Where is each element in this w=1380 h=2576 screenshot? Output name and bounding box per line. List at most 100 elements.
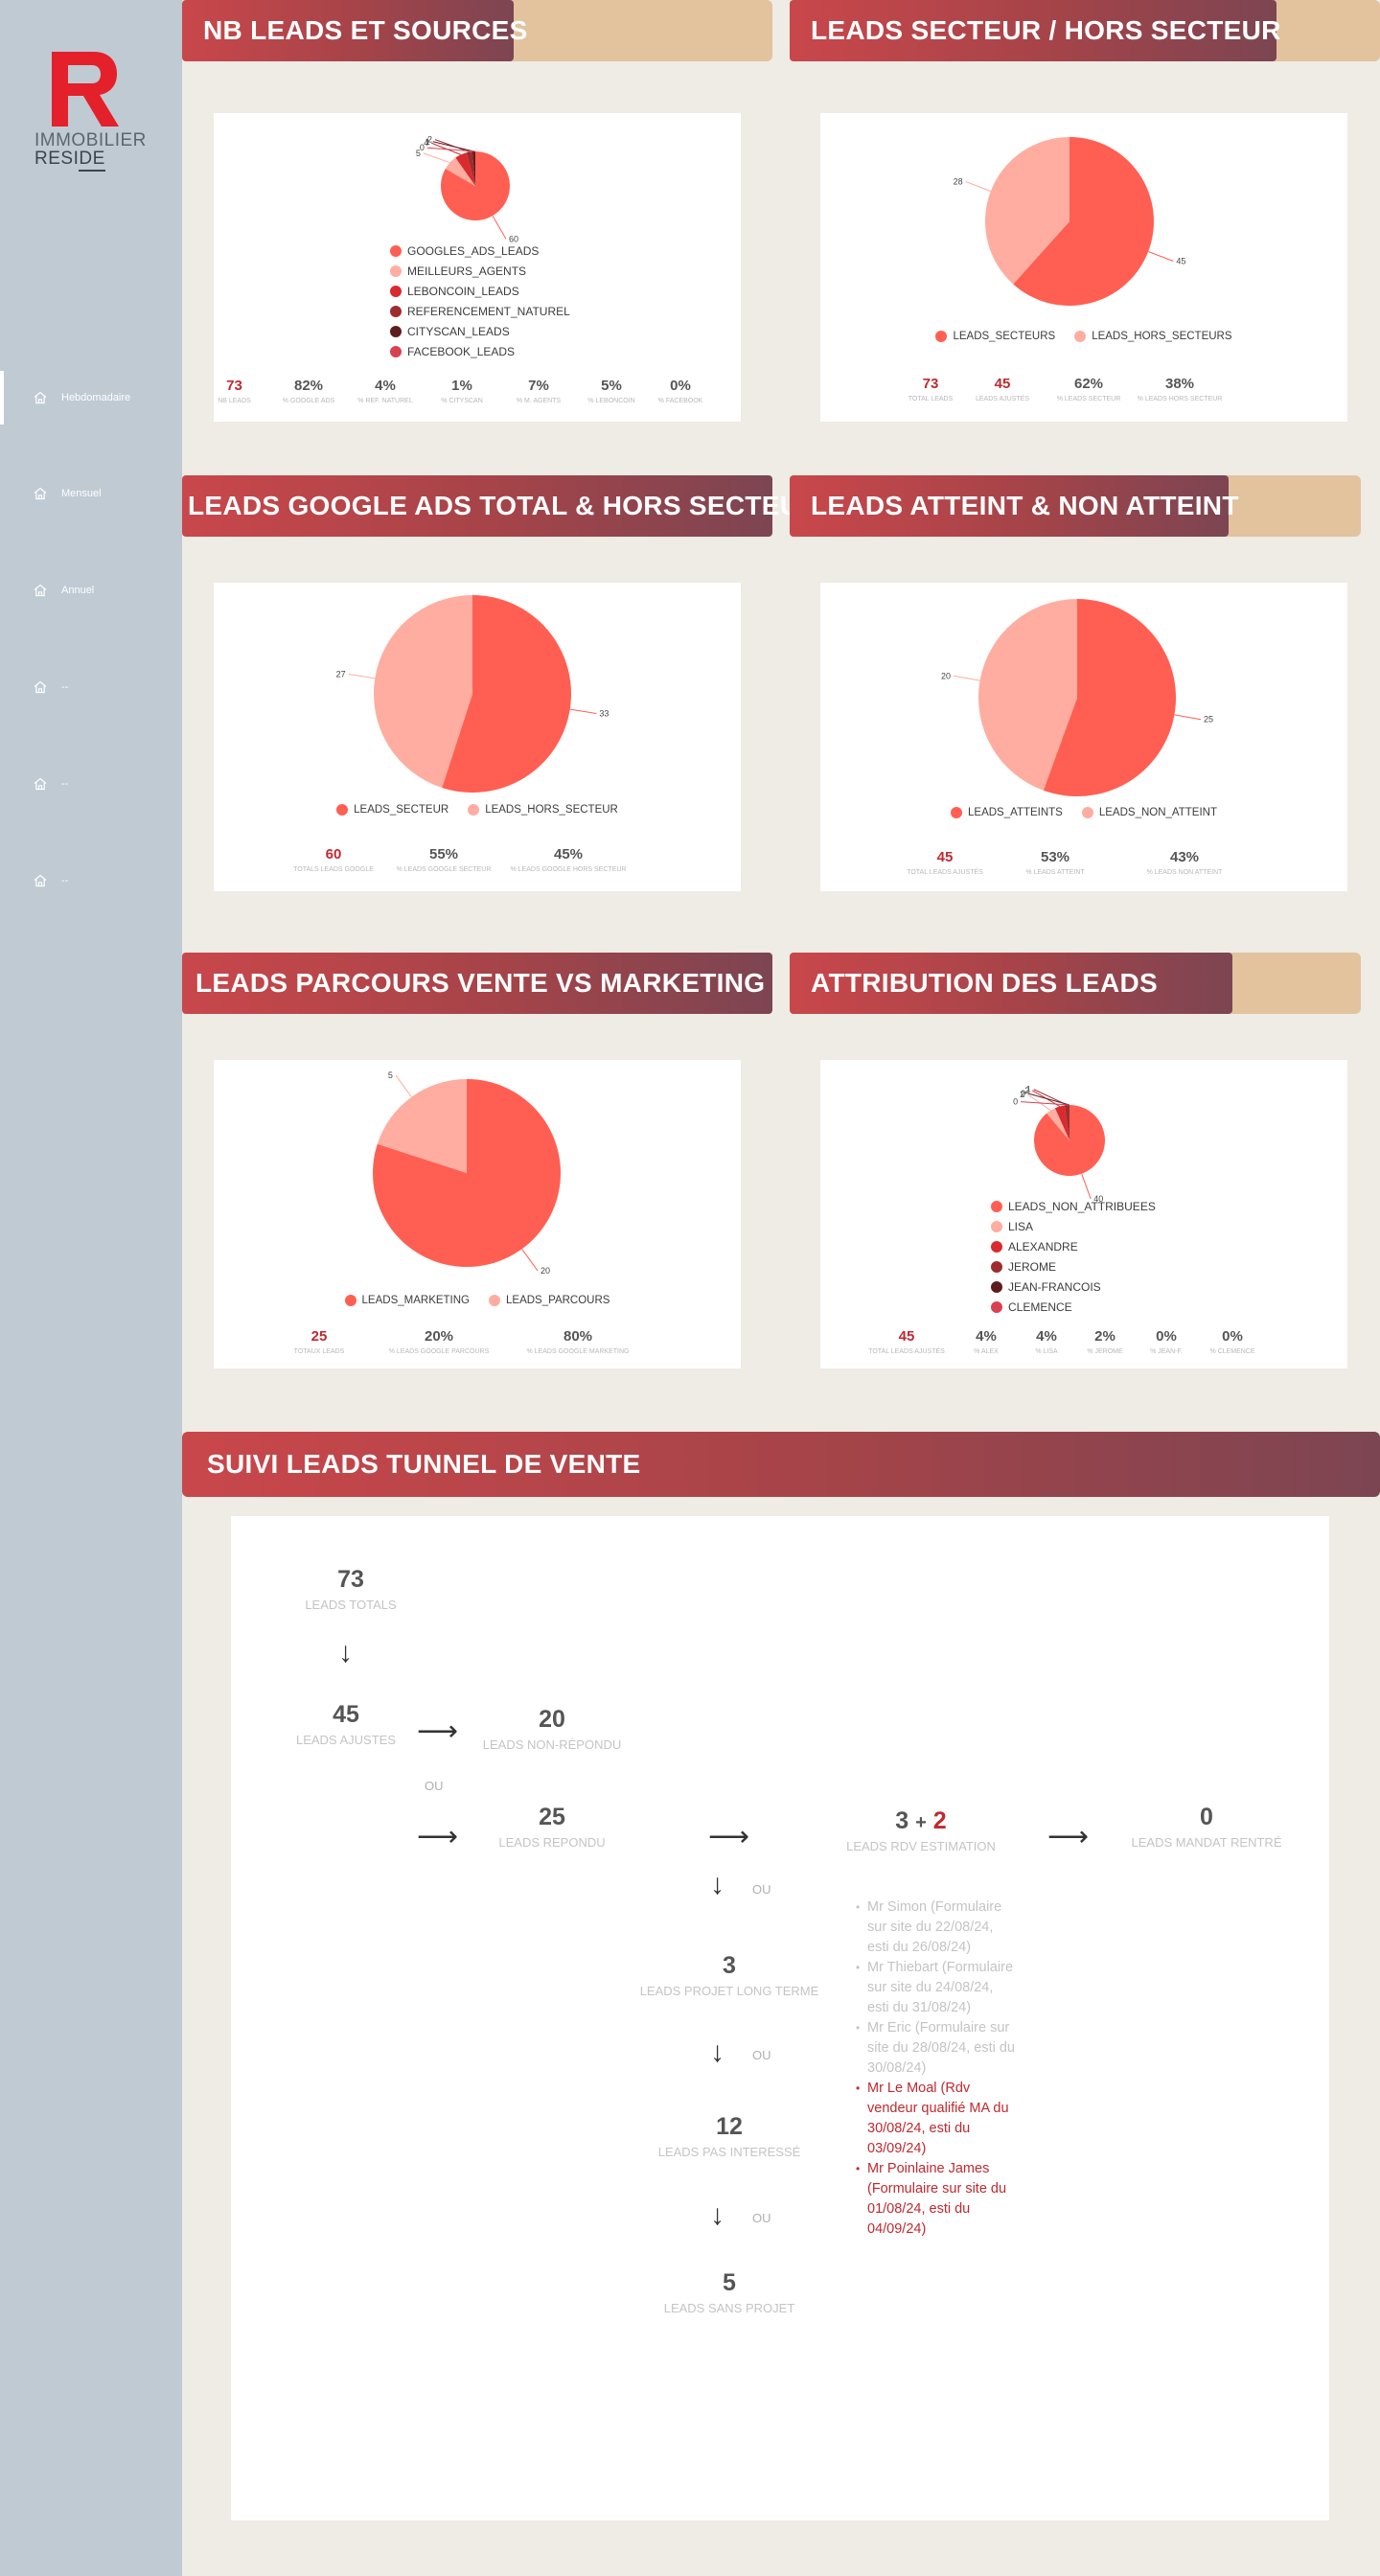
legend-label: LEADS_HORS_SECTEUR bbox=[485, 803, 618, 816]
legend-item[interactable]: LEADS_PARCOURS bbox=[489, 1290, 610, 1310]
legend-label: FACEBOOK_LEADS bbox=[407, 344, 516, 358]
legend-label: LISA bbox=[1008, 1219, 1034, 1233]
sidebar-item-5[interactable]: -- bbox=[0, 757, 182, 811]
data-label: 20 bbox=[941, 671, 951, 680]
sidebar-item-6[interactable]: -- bbox=[0, 854, 182, 908]
leader-line bbox=[423, 152, 450, 164]
panel-parcours: LEADS PARCOURS VENTE VS MARKETING 20 5 LE… bbox=[182, 953, 772, 1413]
sidebar-item-hebdomadaire[interactable]: Hebdomadaire bbox=[0, 371, 182, 425]
pie-slice[interactable] bbox=[978, 599, 1077, 791]
legend-item[interactable]: LEBONCOIN_LEADS bbox=[390, 281, 570, 301]
home-icon bbox=[34, 680, 47, 694]
pie-slice[interactable] bbox=[985, 137, 1070, 285]
legend-item[interactable]: LEADS_SECTEUR bbox=[336, 799, 448, 819]
pie-slice[interactable] bbox=[466, 151, 475, 186]
panel-header: SUIVI LEADS TUNNEL DE VENTE bbox=[182, 1432, 1380, 1497]
panel-header: LEADS ATTEINT & NON ATTEINT bbox=[790, 475, 1238, 537]
arrow-down-icon: ↓ bbox=[710, 2036, 724, 2068]
panel-title: NB LEADS ET SOURCES bbox=[203, 15, 528, 45]
kpi: 4%% ALEX bbox=[974, 1328, 999, 1355]
funnel-node-repondu: 25 LEADS REPONDU bbox=[498, 1804, 606, 1850]
kpi: 73 NB LEADS bbox=[218, 378, 251, 404]
legend-item[interactable]: CLEMENCE bbox=[991, 1297, 1156, 1317]
legend-item[interactable]: MEILLEURS_AGENTS bbox=[390, 261, 570, 281]
arrow-right-icon: ⟶ bbox=[417, 1715, 459, 1747]
pie-slice[interactable] bbox=[455, 152, 475, 186]
pie-slice[interactable] bbox=[1064, 1105, 1070, 1140]
legend-item[interactable]: JEAN-FRANCOIS bbox=[991, 1276, 1156, 1297]
leader-line bbox=[432, 141, 474, 152]
legend-item[interactable]: LEADS_ATTEINTS bbox=[951, 802, 1063, 822]
data-label: 25 bbox=[1204, 715, 1213, 724]
kpi: 43%% LEADS NON ATTEINT bbox=[1146, 849, 1223, 876]
data-label: 4 bbox=[424, 138, 428, 148]
kpi: 60 TOTALS LEADS GOOGLE bbox=[293, 846, 374, 873]
legend-item[interactable]: LISA bbox=[991, 1216, 1156, 1236]
legend-swatch bbox=[991, 1280, 1002, 1293]
legend-item[interactable]: FACEBOOK_LEADS bbox=[390, 341, 570, 361]
sidebar-item-label: -- bbox=[61, 778, 69, 790]
legend-item[interactable]: LEADS_NON_ATTEINT bbox=[1081, 802, 1217, 822]
legend-label: LEADS_PARCOURS bbox=[506, 1294, 610, 1306]
legend-swatch bbox=[991, 1220, 1002, 1232]
kpi: 45 TOTAL LEADS AJUSTÉS bbox=[868, 1328, 945, 1355]
legend-item[interactable]: REFERENCEMENT_NATUREL bbox=[390, 301, 570, 321]
header-accent bbox=[1227, 953, 1361, 1014]
data-label: 2 bbox=[1020, 1090, 1024, 1099]
kpi-stats: 60 TOTALS LEADS GOOGLE 55%% LEADS GOOGLE … bbox=[281, 846, 635, 873]
pie-slice[interactable] bbox=[1046, 1108, 1070, 1140]
legend-item[interactable]: CITYSCAN_LEADS bbox=[390, 321, 570, 341]
pie-slice[interactable] bbox=[472, 151, 475, 186]
funnel-node-sans-projet: 5 LEADS SANS PROJET bbox=[663, 2269, 795, 2315]
legend-swatch bbox=[1074, 330, 1087, 342]
legend-item[interactable]: LEADS_HORS_SECTEUR bbox=[468, 799, 618, 819]
legend-item[interactable]: LEADS_NON_ATTRIBUEES bbox=[991, 1196, 1156, 1216]
data-label: 27 bbox=[336, 670, 346, 679]
sidebar-item-mensuel[interactable]: Mensuel bbox=[0, 467, 182, 520]
panel-title: LEADS ATTEINT & NON ATTEINT bbox=[811, 491, 1239, 520]
pie-slice[interactable] bbox=[442, 595, 571, 793]
sidebar-item-annuel[interactable]: Annuel bbox=[0, 564, 182, 617]
data-label: 1 bbox=[426, 137, 430, 147]
panel-title: SUIVI LEADS TUNNEL DE VENTE bbox=[207, 1449, 641, 1479]
arrow-right-icon: ⟶ bbox=[417, 1821, 459, 1852]
pie-slice[interactable] bbox=[1043, 599, 1176, 796]
legend-swatch bbox=[935, 330, 948, 342]
leader-line bbox=[434, 139, 470, 153]
kpi: 1%% CITYSCAN bbox=[441, 378, 483, 404]
legend-swatch bbox=[390, 325, 402, 337]
list-item: Mr Eric (Formulaire sur site du 28/08/24… bbox=[854, 2018, 1017, 2079]
kpi: 38%% LEADS HORS SECTEUR bbox=[1137, 376, 1223, 402]
legend-item[interactable]: ALEXANDRE bbox=[991, 1236, 1156, 1256]
chart-card: 45 28 LEADS_SECTEURS LEADS_HORS_SECTEURS 7… bbox=[820, 113, 1347, 422]
pie-slice[interactable] bbox=[377, 1079, 467, 1173]
legend-label: LEADS_ATTEINTS bbox=[968, 806, 1063, 818]
legend-label: CITYSCAN_LEADS bbox=[407, 324, 510, 338]
header-accent bbox=[1221, 475, 1361, 537]
brand-logo[interactable]: IMMOBILIER RESIDE bbox=[34, 52, 159, 176]
kpi: 45 LEADS AJUSTÉS bbox=[975, 376, 1030, 402]
chart-legend: LEADS_SECTEUR LEADS_HORS_SECTEUR bbox=[214, 799, 741, 819]
arrow-down-icon: ↓ bbox=[710, 1869, 724, 1900]
kpi: 62%% LEADS SECTEUR bbox=[1056, 376, 1121, 402]
legend-swatch bbox=[991, 1260, 1002, 1273]
pie-slice[interactable] bbox=[374, 595, 472, 788]
legend-item[interactable]: LEADS_SECTEURS bbox=[935, 326, 1055, 346]
pie-slice[interactable] bbox=[445, 157, 475, 186]
pie-slice[interactable] bbox=[1013, 137, 1154, 306]
sidebar-item-4[interactable]: -- bbox=[0, 660, 182, 714]
sidebar-item-label: -- bbox=[61, 681, 69, 693]
legend-item[interactable]: LEADS_HORS_SECTEURS bbox=[1074, 326, 1232, 346]
pie-slice[interactable] bbox=[1054, 1105, 1070, 1140]
legend-swatch bbox=[991, 1240, 1002, 1253]
chart-legend: LEADS_NON_ATTRIBUEES LISA ALEXANDRE JEROME J… bbox=[991, 1196, 1156, 1317]
chart-card: 20 5 LEADS_MARKETING LEADS_PARCOURS 25 TOTA… bbox=[214, 1060, 741, 1368]
legend-item[interactable]: JEROME bbox=[991, 1256, 1156, 1276]
data-label: 0 bbox=[1021, 1089, 1025, 1098]
home-icon bbox=[34, 777, 47, 791]
or-label: OU bbox=[752, 2048, 771, 2062]
legend-item[interactable]: GOOGLES_ADS_LEADS bbox=[390, 241, 570, 261]
legend-label: REFERENCEMENT_NATUREL bbox=[407, 304, 570, 318]
legend-item[interactable]: LEADS_MARKETING bbox=[344, 1290, 470, 1310]
